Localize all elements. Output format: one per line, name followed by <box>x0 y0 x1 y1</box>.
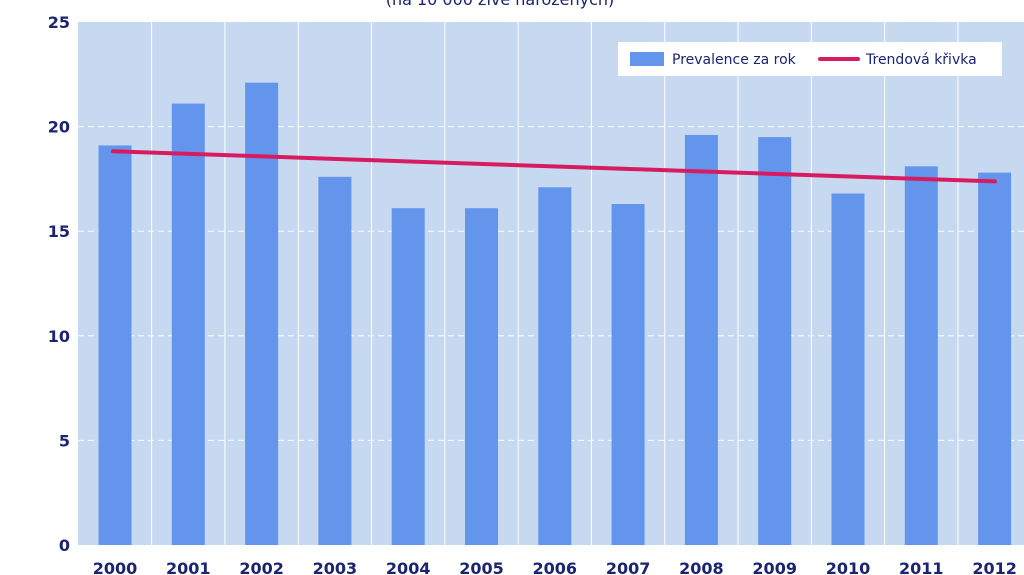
bar-2004 <box>391 208 425 546</box>
y-tick-label: 20 <box>48 118 70 137</box>
bar-2011 <box>904 166 938 545</box>
legend: Prevalence za rok Trendová křivka <box>618 42 1002 76</box>
x-tick-label: 2011 <box>899 559 944 575</box>
trend-line-group <box>111 149 997 184</box>
y-axis: 0 5 10 15 20 25 <box>48 13 70 555</box>
bar-2009 <box>758 137 792 545</box>
x-tick-label: 2001 <box>166 559 211 575</box>
chart-title: (na 10 000 živě narozených) <box>386 0 615 9</box>
x-tick-label: 2007 <box>606 559 651 575</box>
bar-2003 <box>318 176 352 546</box>
x-tick-label: 2009 <box>752 559 797 575</box>
legend-trend-label: Trendová křivka <box>865 52 977 68</box>
y-tick-label: 25 <box>48 13 70 32</box>
legend-bar-swatch <box>630 52 664 66</box>
x-tick-label: 2010 <box>826 559 871 575</box>
y-tick-label: 5 <box>59 431 70 450</box>
bar-2010 <box>831 193 865 545</box>
bar-2012 <box>978 172 1012 545</box>
bar-2006 <box>538 187 572 545</box>
x-tick-label: 2005 <box>459 559 504 575</box>
bar-2007 <box>611 204 645 545</box>
y-tick-label: 15 <box>48 222 70 241</box>
x-tick-label: 2006 <box>533 559 578 575</box>
y-tick-label: 10 <box>48 327 70 346</box>
bar-2000 <box>98 145 132 546</box>
bars <box>98 82 1012 546</box>
bar-2005 <box>465 208 498 546</box>
x-axis: 2000 2001 2002 2003 2004 2005 2006 2007 2008 2009… <box>93 559 1017 575</box>
x-tick-label: 2008 <box>679 559 724 575</box>
trend-line <box>111 149 997 184</box>
bar-2002 <box>245 82 279 545</box>
x-tick-label: 2003 <box>313 559 358 575</box>
x-tick-label: 2012 <box>972 559 1017 575</box>
legend-box <box>618 42 1002 76</box>
bar-2001 <box>171 103 205 545</box>
x-tick-label: 2000 <box>93 559 138 575</box>
bar-2008 <box>684 134 718 545</box>
x-tick-label: 2002 <box>239 559 284 575</box>
y-tick-label: 0 <box>59 536 70 555</box>
legend-bar-label: Prevalence za rok <box>672 52 797 68</box>
x-tick-label: 2004 <box>386 559 431 575</box>
